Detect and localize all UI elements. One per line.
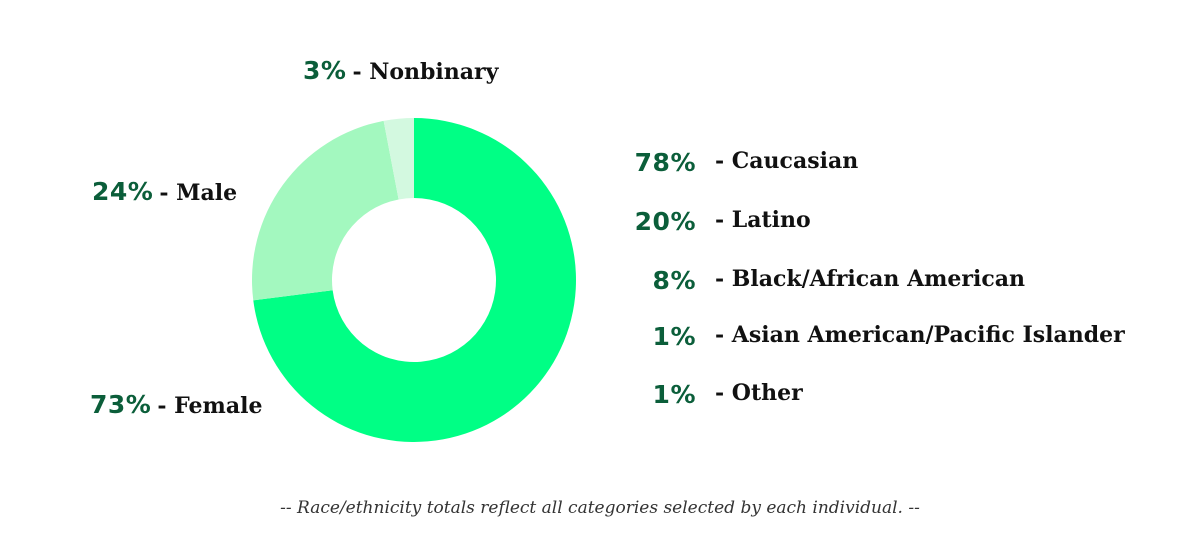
footnote: -- Race/ethnicity totals reflect all cat… — [280, 498, 920, 518]
race-percent: 1% — [652, 322, 696, 351]
nonbinary-text: - Nonbinary — [352, 59, 499, 85]
donut-slice-nonbinary — [383, 118, 414, 200]
female-label: 73% - Female — [90, 390, 262, 419]
race-row: 1% - Asian American/Pacific Islander — [0, 322, 1200, 352]
nonbinary-label: 3% - Nonbinary — [303, 56, 498, 85]
male-text: - Male — [159, 180, 238, 206]
race-label: - Black/African American — [715, 266, 1026, 292]
donut-slice-female — [253, 118, 577, 442]
male-label: 24% - Male — [92, 177, 237, 206]
race-percent: 20% — [634, 207, 696, 236]
race-percent: 78% — [634, 148, 696, 177]
race-label: - Latino — [715, 207, 811, 233]
race-percent: 1% — [652, 380, 696, 409]
race-label: - Caucasian — [715, 148, 859, 174]
donut-slice-male — [252, 120, 399, 301]
nonbinary-percent: 3% — [303, 56, 347, 85]
female-text: - Female — [157, 393, 263, 419]
race-label: - Other — [715, 380, 803, 406]
race-row: 20% - Latino — [0, 207, 1200, 237]
race-row: 1% - Other — [0, 380, 1200, 410]
race-row: 78% - Caucasian — [0, 148, 1200, 178]
male-percent: 24% — [92, 177, 154, 206]
race-label: - Asian American/Pacific Islander — [715, 322, 1125, 348]
race-percent: 8% — [652, 266, 696, 295]
race-row: 8% - Black/African American — [0, 266, 1200, 296]
female-percent: 73% — [90, 390, 152, 419]
